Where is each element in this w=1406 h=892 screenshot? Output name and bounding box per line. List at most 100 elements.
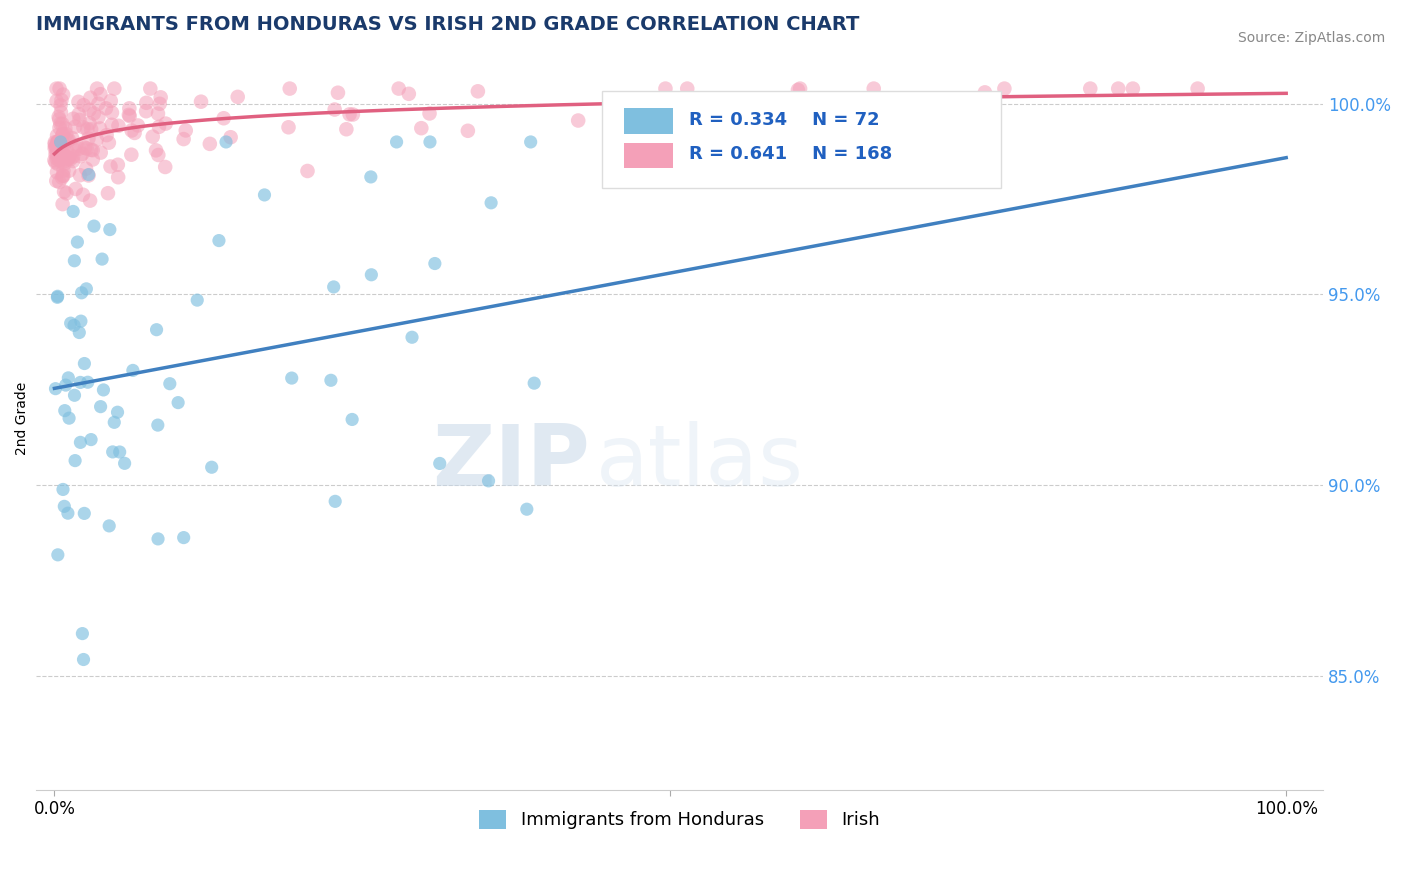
Text: atlas: atlas: [596, 421, 804, 504]
Point: [654, 81, 676, 95]
Point: [63, 318, 86, 333]
Point: [1078, 81, 1101, 95]
Point: [100, 160, 122, 174]
Point: [52, 197, 75, 211]
Point: [67, 142, 90, 156]
Point: [44, 155, 66, 169]
Point: [52, 127, 75, 141]
Point: [277, 120, 299, 135]
Point: [49, 148, 72, 162]
Point: [87, 96, 110, 111]
Point: [120, 147, 142, 161]
Point: [67, 95, 90, 109]
Point: [51, 117, 73, 131]
Point: [567, 113, 589, 128]
Text: R = 0.334    N = 72: R = 0.334 N = 72: [689, 111, 879, 128]
Point: [149, 96, 172, 111]
Point: [108, 445, 131, 459]
Point: [87, 110, 110, 124]
Point: [77, 169, 100, 183]
Legend: Immigrants from Honduras, Irish: Immigrants from Honduras, Irish: [472, 803, 887, 837]
Point: [56, 150, 79, 164]
Point: [45, 141, 67, 155]
Text: IMMIGRANTS FROM HONDURAS VS IRISH 2ND GRADE CORRELATION CHART: IMMIGRANTS FROM HONDURAS VS IRISH 2ND GR…: [37, 15, 859, 34]
Point: [48, 110, 70, 124]
Point: [44, 141, 66, 155]
Point: [167, 395, 190, 409]
Point: [72, 98, 94, 112]
Text: Source: ZipAtlas.com: Source: ZipAtlas.com: [1237, 31, 1385, 45]
Point: [90, 400, 112, 414]
FancyBboxPatch shape: [624, 143, 673, 168]
Point: [52, 151, 75, 165]
Point: [49, 117, 72, 131]
Point: [80, 122, 103, 136]
Point: [322, 280, 344, 294]
Point: [44, 136, 66, 150]
Point: [56, 133, 79, 147]
Point: [519, 135, 541, 149]
Point: [340, 412, 363, 426]
Point: [323, 494, 346, 508]
Point: [73, 141, 96, 155]
Point: [787, 83, 810, 97]
Point: [226, 90, 249, 104]
Point: [86, 81, 108, 95]
Point: [48, 81, 70, 95]
Point: [52, 148, 75, 162]
Point: [107, 405, 129, 419]
Point: [149, 90, 172, 104]
Point: [46, 548, 69, 562]
Point: [398, 87, 420, 101]
Point: [139, 81, 162, 95]
Point: [49, 135, 72, 149]
Point: [107, 158, 129, 172]
Point: [70, 285, 93, 300]
Point: [97, 136, 120, 150]
Point: [101, 445, 124, 459]
Point: [103, 81, 125, 95]
Point: [107, 119, 129, 133]
Point: [46, 135, 69, 149]
Point: [121, 123, 143, 137]
Point: [51, 170, 73, 185]
Point: [79, 116, 101, 130]
Point: [198, 136, 221, 151]
Point: [69, 376, 91, 390]
Point: [159, 376, 181, 391]
Point: [90, 145, 112, 160]
Point: [48, 134, 70, 148]
Point: [58, 163, 80, 178]
Point: [186, 293, 208, 307]
Point: [411, 121, 433, 136]
Point: [45, 146, 67, 161]
Point: [173, 132, 195, 146]
Point: [122, 363, 145, 377]
Point: [146, 532, 169, 546]
Point: [48, 120, 70, 135]
FancyBboxPatch shape: [624, 108, 673, 134]
Point: [72, 626, 94, 640]
Point: [45, 81, 67, 95]
Point: [52, 163, 75, 178]
Point: [62, 154, 84, 169]
Point: [219, 130, 242, 145]
Point: [72, 147, 94, 161]
Point: [79, 91, 101, 105]
Point: [52, 169, 75, 183]
Point: [76, 141, 98, 155]
Point: [145, 323, 167, 337]
Point: [44, 147, 66, 161]
Point: [155, 117, 177, 131]
Point: [77, 168, 100, 182]
Point: [83, 219, 105, 233]
Point: [73, 507, 96, 521]
Point: [993, 81, 1015, 95]
Point: [385, 135, 408, 149]
Point: [342, 107, 364, 121]
Point: [46, 290, 69, 304]
Point: [516, 502, 538, 516]
Point: [58, 133, 80, 147]
Point: [467, 84, 489, 98]
Point: [52, 87, 75, 102]
